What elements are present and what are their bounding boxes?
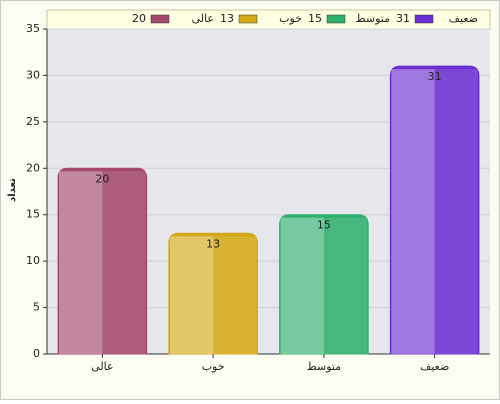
y-tick-label: 5: [33, 301, 40, 314]
data-label: 13: [206, 237, 220, 250]
legend-label: خوب: [279, 12, 302, 25]
legend-value: 15: [308, 12, 322, 25]
data-label: 15: [317, 219, 331, 232]
legend-label: متوسط: [355, 12, 390, 25]
bar: [57, 167, 148, 355]
bar-shine: [391, 69, 435, 355]
y-tick-label: 35: [26, 22, 40, 35]
x-tick-label: عالی: [91, 360, 113, 373]
data-label: 31: [428, 70, 442, 83]
bar-shade: [434, 69, 478, 355]
x-tick-label: ضعیف: [420, 360, 449, 373]
y-tick-label: 30: [26, 68, 40, 81]
legend-label: ضعیف: [449, 12, 478, 25]
y-tick-label: 10: [26, 254, 40, 267]
data-label: 20: [95, 172, 109, 185]
legend-swatch: [326, 14, 346, 24]
bar: [279, 214, 369, 355]
bar-shade: [102, 171, 146, 354]
bar-shine: [280, 217, 324, 354]
bar-shade: [323, 217, 368, 354]
bar: [389, 65, 480, 355]
legend-label: عالی: [192, 12, 214, 25]
bar-shine: [169, 236, 214, 354]
x-tick-label: متوسط: [307, 360, 342, 373]
y-tick-label: 15: [26, 208, 40, 221]
x-tick-label: خوب: [202, 360, 225, 373]
legend-value: 13: [220, 12, 234, 25]
y-tick-label: 25: [26, 115, 40, 128]
bar-shine: [59, 171, 103, 354]
legend-swatch: [150, 14, 170, 24]
legend-swatch: [414, 14, 434, 24]
y-axis-title: تعداد: [7, 178, 18, 202]
bar-shade: [213, 236, 257, 354]
legend-swatch: [238, 14, 258, 24]
bar: [168, 232, 258, 355]
y-tick-label: 0: [33, 347, 40, 360]
y-tick-label: 20: [26, 161, 40, 174]
legend-value: 20: [132, 12, 146, 25]
legend-value: 31: [396, 12, 410, 25]
